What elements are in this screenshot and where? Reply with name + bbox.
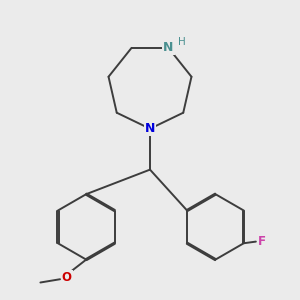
Text: N: N	[163, 41, 174, 54]
Text: N: N	[145, 122, 155, 135]
Text: H: H	[178, 37, 185, 47]
Text: F: F	[258, 235, 266, 248]
Text: O: O	[61, 271, 72, 284]
